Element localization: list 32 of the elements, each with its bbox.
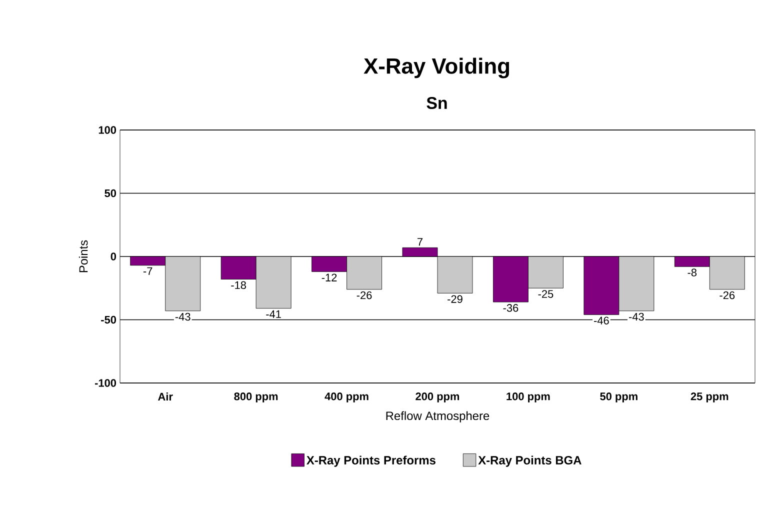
data-label: -41	[266, 310, 281, 318]
y-tick-label: 100	[98, 126, 116, 134]
data-label: -26	[356, 291, 372, 300]
data-label: -43	[175, 312, 190, 321]
data-label: -43	[628, 312, 644, 321]
data-label: -18	[231, 281, 246, 290]
legend-label: X-Ray Points Preforms	[306, 456, 436, 467]
data-label: -8	[688, 268, 697, 276]
y-tick-label: 50	[104, 189, 116, 198]
data-label: -25	[538, 290, 554, 298]
y-tick-label: -100	[94, 379, 116, 387]
y-tick-label: 0	[110, 252, 116, 260]
x-tick-label: Air	[158, 392, 173, 400]
x-tick-label: 25 ppm	[690, 392, 728, 402]
data-label: -12	[322, 274, 337, 282]
data-label: -26	[720, 291, 735, 300]
x-tick-label: 50 ppm	[600, 392, 638, 402]
data-label: -7	[143, 267, 152, 275]
x-tick-label: 400 ppm	[324, 392, 368, 402]
y-axis-title: Points	[78, 240, 88, 272]
y-tick-label: -50	[101, 316, 116, 324]
x-tick-label: 800 ppm	[234, 392, 278, 402]
data-label: -29	[448, 295, 462, 303]
chart-title: X-Ray Voiding	[364, 58, 510, 78]
data-label: -36	[503, 304, 518, 312]
x-axis-title: Reflow Atmosphere	[386, 411, 490, 422]
data-label: 7	[418, 238, 422, 246]
x-tick-label: 200 ppm	[416, 392, 460, 402]
x-tick-label: 100 ppm	[506, 392, 550, 402]
legend-label: X-Ray Points BGA	[478, 456, 582, 467]
chart-subtitle: Sn	[426, 96, 447, 109]
data-label: -46	[594, 316, 609, 324]
